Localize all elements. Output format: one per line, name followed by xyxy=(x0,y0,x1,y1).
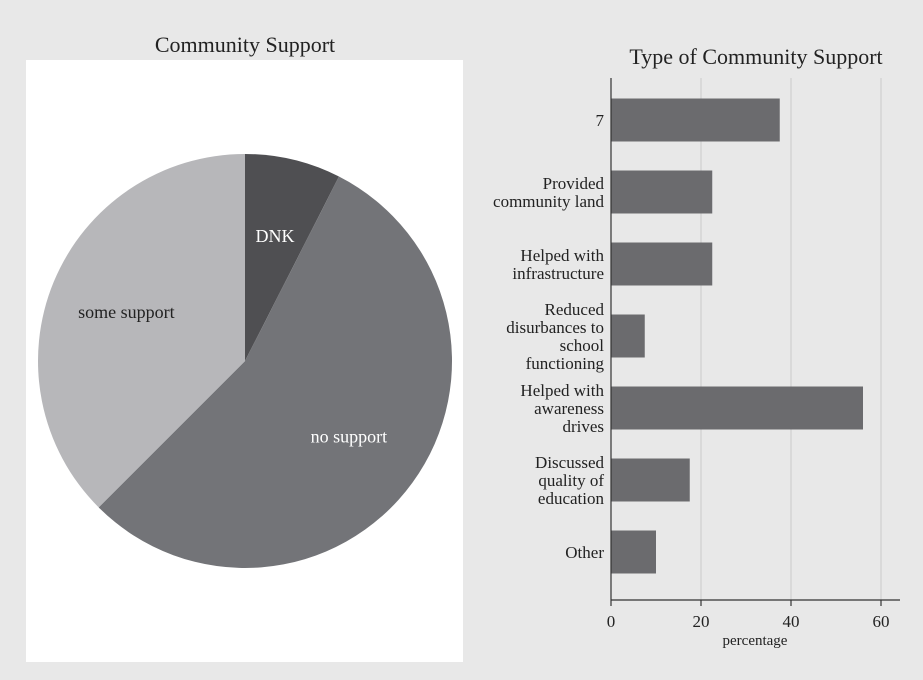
bar-category-label: Reduced xyxy=(545,300,605,319)
bar-category-label: drives xyxy=(562,417,604,436)
bar-bars xyxy=(611,98,863,574)
pie-title: Community Support xyxy=(155,32,335,57)
bar-category-label: education xyxy=(538,489,605,508)
bar xyxy=(611,98,780,142)
bar xyxy=(611,530,656,574)
bar-x-tick-label: 60 xyxy=(873,612,890,631)
pie-slice-label: DNK xyxy=(255,226,294,246)
bar-category-label: disurbances to xyxy=(506,318,604,337)
pie-slice-some-support xyxy=(37,154,245,508)
bar-category-label: functioning xyxy=(526,354,605,373)
bar-panel: Type of Community Support 7 Providedcommu… xyxy=(493,44,900,649)
bar-x-tick-label: 20 xyxy=(693,612,710,631)
bar-xlabel: percentage xyxy=(723,633,788,649)
bar-category-label: 7 xyxy=(596,111,605,130)
bar-category-label: Discussed xyxy=(535,453,604,472)
bar-title: Type of Community Support xyxy=(629,44,882,69)
bar xyxy=(611,386,863,430)
bar xyxy=(611,170,713,214)
bar xyxy=(611,242,713,286)
pie-labels: DNK no support some support xyxy=(78,226,387,446)
pie-slice-no-support xyxy=(98,176,453,568)
pie-slice-dnk xyxy=(245,154,339,361)
bar-category-label: awareness xyxy=(534,399,604,418)
pie-slices xyxy=(37,154,453,568)
bar-category-label: community land xyxy=(493,192,604,211)
bar-x-axis: 0 20 40 60 xyxy=(607,78,900,631)
bar-gridlines xyxy=(700,78,882,600)
pie-panel: Community Support DNK no support some supp… xyxy=(26,32,463,662)
pie-slice-label: some support xyxy=(78,302,175,322)
bar xyxy=(611,314,645,358)
bar-category-label: Helped with xyxy=(520,246,604,265)
bar-category-label: Provided xyxy=(543,174,605,193)
bar-category-label: Other xyxy=(565,543,604,562)
bar-category-label: infrastructure xyxy=(512,264,604,283)
bar-category-label: Helped with xyxy=(520,381,604,400)
bar-category-label: quality of xyxy=(538,471,604,490)
bar xyxy=(611,458,690,502)
pie-slice-label: no support xyxy=(311,426,388,446)
bar-category-label: school xyxy=(560,336,605,355)
bar-x-tick-label: 0 xyxy=(607,612,616,631)
bar-x-tick-label: 40 xyxy=(783,612,800,631)
